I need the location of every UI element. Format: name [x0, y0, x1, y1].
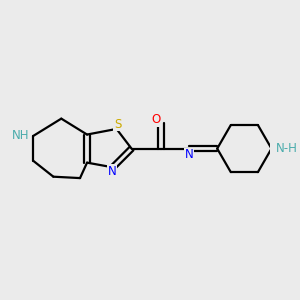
Text: N: N: [185, 148, 194, 161]
Text: N-H: N-H: [276, 142, 298, 155]
Text: N: N: [107, 165, 116, 178]
Text: S: S: [114, 118, 121, 131]
Text: NH: NH: [12, 130, 29, 142]
Text: O: O: [152, 113, 161, 126]
